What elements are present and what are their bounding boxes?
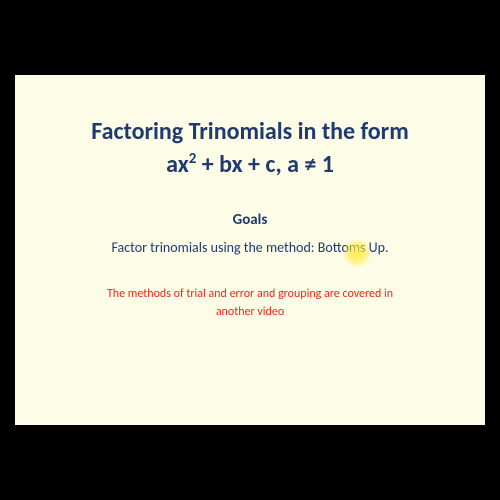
title-formula-p2: + bx + c, a ≠ 1 — [196, 150, 334, 179]
note-line-1: The methods of trial and error and group… — [107, 287, 393, 301]
goals-body: Factor trinomials using the method: Bott… — [111, 239, 388, 256]
note-text: The methods of trial and error and group… — [35, 285, 465, 321]
slide: Factoring Trinomials in the form ax2 + b… — [15, 75, 485, 425]
title-line-1: Factoring Trinomials in the form — [35, 117, 465, 146]
title-formula-p1: ax — [166, 150, 189, 179]
note-line-2: another video — [216, 305, 284, 319]
goals-heading: Goals — [35, 211, 465, 229]
title-line-2: ax2 + bx + c, a ≠ 1 — [35, 150, 465, 179]
